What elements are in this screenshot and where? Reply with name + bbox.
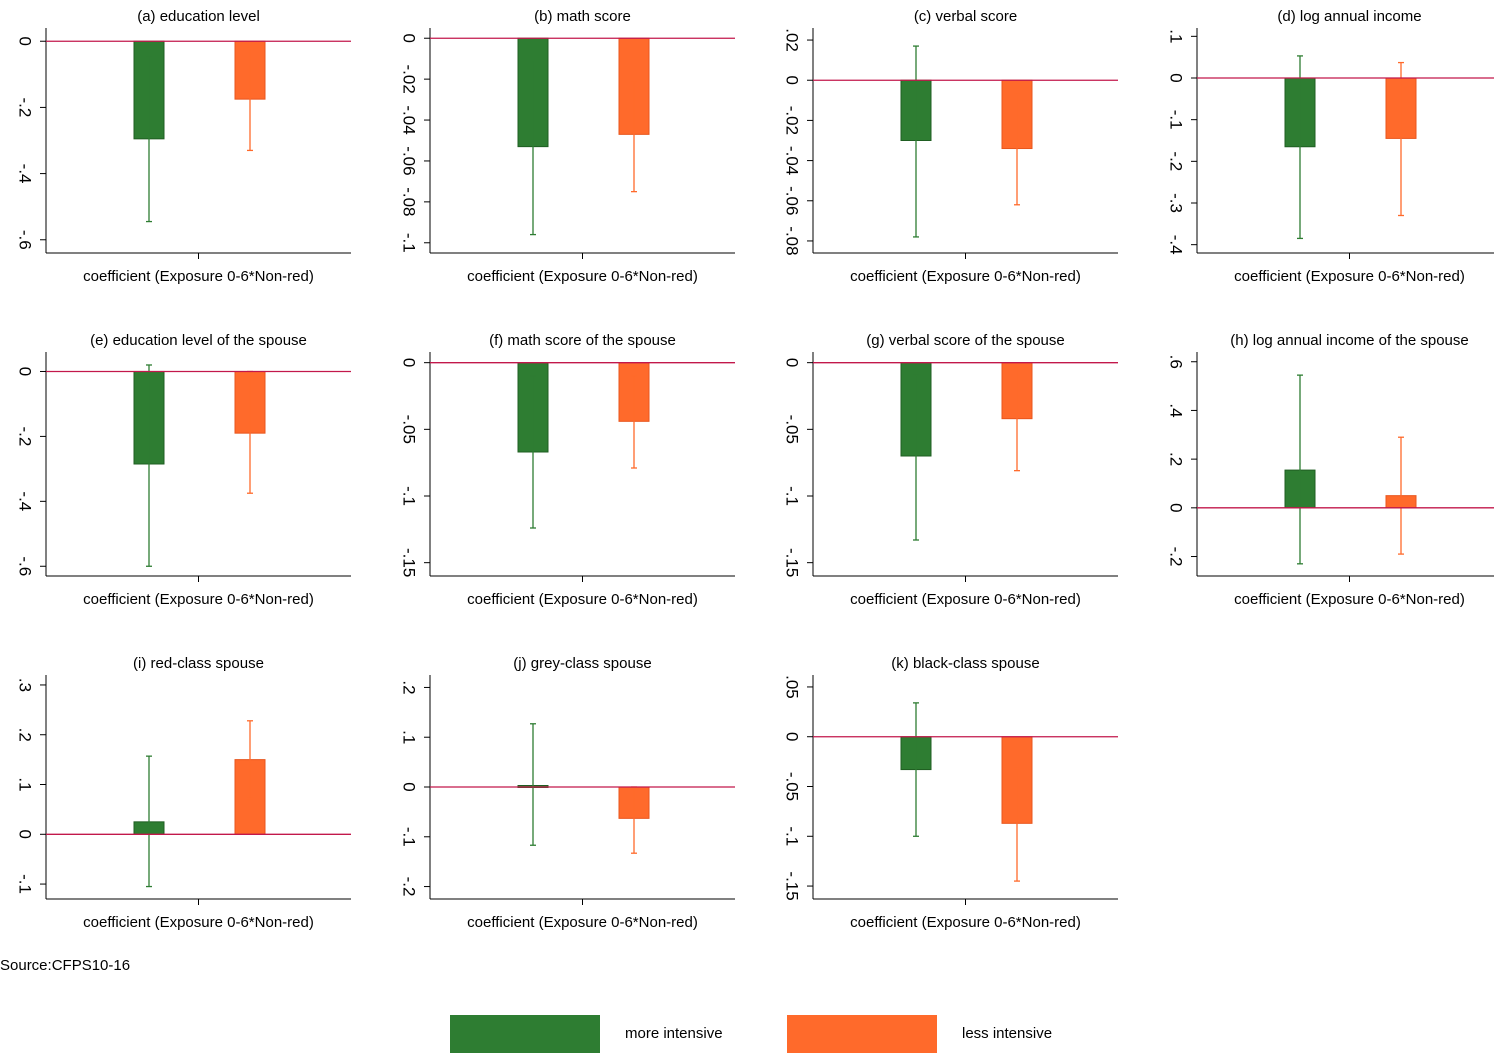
panel-title: (a) education level <box>137 8 260 25</box>
y-tick-label: .1 <box>1167 29 1186 43</box>
y-tick-label: -.4 <box>16 491 35 511</box>
panel-d: (d) log annual income .1 0 -.1 -.2 -.3 -.4 coef… <box>1167 8 1494 285</box>
panel-j: (j) grey-class spouse .2 .1 0 -.1 -.2 coeffici… <box>400 655 735 931</box>
panel-h: (h) log annual income of the spouse .6 .4.… <box>1167 332 1494 608</box>
y-tick-label: -.2 <box>16 97 35 117</box>
panel-title: (h) log annual income of the spouse <box>1230 332 1468 349</box>
y-tick-label: -.08 <box>783 226 802 255</box>
panel-title: (b) math score <box>534 8 631 25</box>
y-tick-label: -.04 <box>400 105 419 134</box>
panel-title: (g) verbal score of the spouse <box>866 332 1064 349</box>
panel-f: (f) math score of the spouse 0 -.05 -.1 -.15… <box>400 332 735 608</box>
y-tick-label: -.05 <box>783 415 802 444</box>
y-tick-label: -.15 <box>400 548 419 577</box>
x-axis-label: coefficient (Exposure 0-6*Non-red) <box>467 268 698 285</box>
y-tick-label: -.02 <box>783 106 802 135</box>
y-tick-label: -.08 <box>400 187 419 216</box>
panel-g: (g) verbal score of the spouse 0 -.05 -.1 -.… <box>783 332 1118 608</box>
y-tick-label: -.1 <box>783 826 802 846</box>
y-tick-label: -.1 <box>400 486 419 506</box>
y-tick-label: 0 <box>783 358 802 367</box>
y-tick-label: .3 <box>16 678 35 692</box>
y-tick-label: 0 <box>400 358 419 367</box>
y-tick-label: -.02 <box>400 64 419 93</box>
source-note: Source:CFPS10-16 <box>0 957 131 974</box>
y-tick-label: .02 <box>783 28 802 52</box>
y-tick-label: -.1 <box>16 874 35 894</box>
panel-title: (j) grey-class spouse <box>513 655 651 672</box>
y-tick-label: -.2 <box>1167 547 1186 567</box>
y-tick-label: -.06 <box>783 186 802 215</box>
y-tick-label: -.04 <box>783 146 802 175</box>
y-tick-label: -.05 <box>400 415 419 444</box>
y-tick-label: .4 <box>1167 403 1186 417</box>
panel-i: (i) red-class spouse .3 .2 .1 0 -.1 coefficien… <box>16 655 351 931</box>
y-tick-label: -.3 <box>1167 193 1186 213</box>
x-axis-label: coefficient (Exposure 0-6*Non-red) <box>83 591 314 608</box>
y-tick-label: -.6 <box>16 556 35 576</box>
x-axis-label: coefficient (Exposure 0-6*Non-red) <box>467 914 698 931</box>
x-axis-label: coefficient (Exposure 0-6*Non-red) <box>850 914 1081 931</box>
y-tick-label: -.2 <box>400 877 419 897</box>
legend-label-less: less intensive <box>962 1025 1053 1042</box>
y-tick-label: 0 <box>783 732 802 741</box>
x-axis-label: coefficient (Exposure 0-6*Non-red) <box>83 268 314 285</box>
y-tick-label: .2 <box>400 680 419 694</box>
panel-k: (k) black-class spouse .05 0 -.05 -.1 -.15 coe… <box>783 655 1118 931</box>
y-tick-label: .05 <box>783 675 802 699</box>
y-tick-label: -.6 <box>16 230 35 250</box>
y-tick-label: 0 <box>1167 503 1186 512</box>
y-tick-label: 0 <box>16 367 35 376</box>
x-axis-label: coefficient (Exposure 0-6*Non-red) <box>83 914 314 931</box>
panel-b: (b) math score 0 -.02 -.04 -.06 -.08 -.1 coeffi… <box>400 8 735 285</box>
y-tick-label: -.1 <box>400 827 419 847</box>
x-axis-label: coefficient (Exposure 0-6*Non-red) <box>850 591 1081 608</box>
panel-title: (i) red-class spouse <box>133 655 264 672</box>
legend-swatch-more <box>450 1015 600 1053</box>
y-tick-label: -.1 <box>783 486 802 506</box>
panel-e: (e) education level of the spouse 0 -.2 -.4… <box>16 332 351 608</box>
y-tick-label: 0 <box>400 782 419 791</box>
y-tick-label: -.4 <box>1167 235 1186 255</box>
y-tick-label: 0 <box>16 830 35 839</box>
y-tick-label: -.2 <box>1167 151 1186 171</box>
legend-label-more: more intensive <box>625 1025 723 1042</box>
y-tick-label: -.4 <box>16 164 35 184</box>
y-tick-label: -.2 <box>16 426 35 446</box>
panel-title: (f) math score of the spouse <box>489 332 676 349</box>
x-axis-label: coefficient (Exposure 0-6*Non-red) <box>1234 268 1465 285</box>
y-tick-label: -.15 <box>783 548 802 577</box>
y-tick-label: -.05 <box>783 772 802 801</box>
legend-swatch-less <box>787 1015 937 1053</box>
panel-title: (k) black-class spouse <box>891 655 1039 672</box>
y-tick-label: .2 <box>16 728 35 742</box>
y-tick-label: .6 <box>1167 355 1186 369</box>
panel-title: (c) verbal score <box>914 8 1017 25</box>
y-tick-label: .1 <box>16 777 35 791</box>
panel-title: (d) log annual income <box>1277 8 1421 25</box>
y-tick-label: 0 <box>783 75 802 84</box>
x-axis-label: coefficient (Exposure 0-6*Non-red) <box>850 268 1081 285</box>
panel-a: (a) education level 0 -.2 -.4 -.6 coefficient… <box>16 8 351 285</box>
x-axis-label: coefficient (Exposure 0-6*Non-red) <box>467 591 698 608</box>
y-tick-label: .1 <box>400 730 419 744</box>
panel-title: (e) education level of the spouse <box>90 332 307 349</box>
y-tick-label: 0 <box>16 37 35 46</box>
y-tick-label: -.15 <box>783 871 802 900</box>
y-tick-label: -.06 <box>400 146 419 175</box>
x-axis-label: coefficient (Exposure 0-6*Non-red) <box>1234 591 1465 608</box>
panel-c: (c) verbal score .02 0 -.02 -.04 -.06 -.08 coef… <box>783 8 1118 285</box>
y-tick-label: -.1 <box>1167 110 1186 130</box>
y-tick-label: 0 <box>1167 73 1186 82</box>
y-tick-label: .2 <box>1167 452 1186 466</box>
y-tick-label: -.1 <box>400 233 419 253</box>
y-tick-label: 0 <box>400 33 419 42</box>
